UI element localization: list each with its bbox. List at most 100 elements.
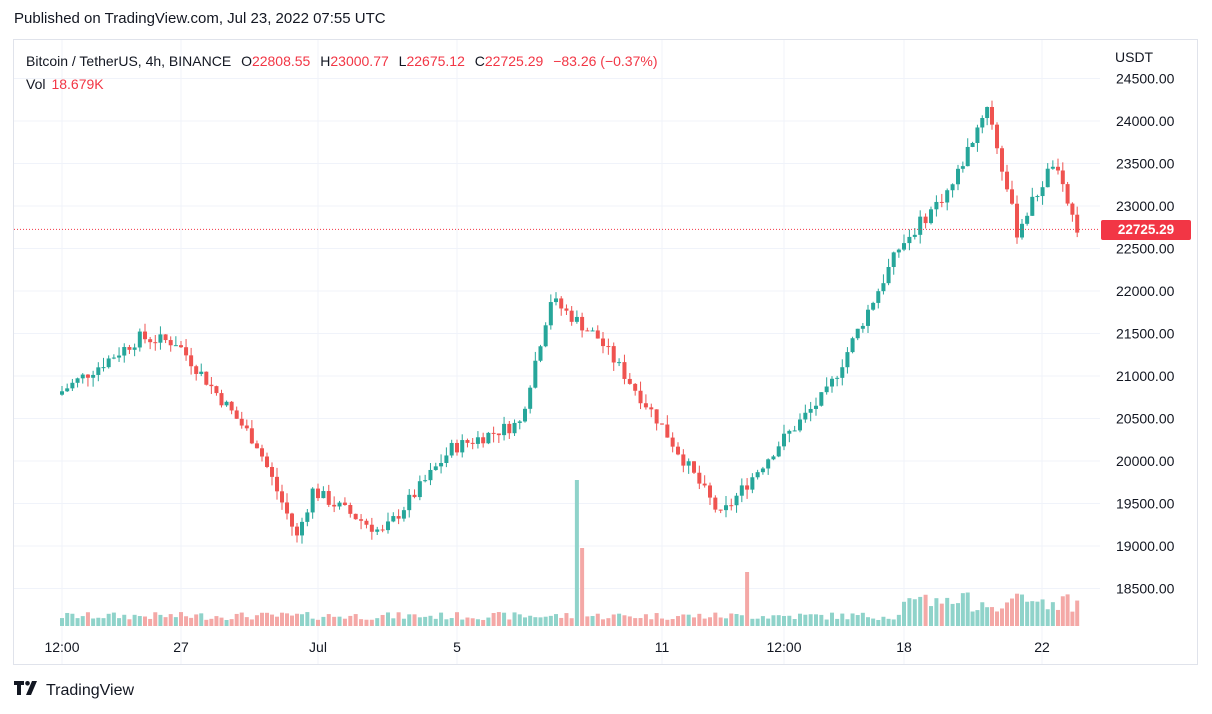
candle-body: [455, 442, 459, 453]
volume-bar: [643, 614, 648, 626]
volume-bar: [923, 594, 928, 626]
candle-body: [316, 488, 320, 499]
volume-bar: [369, 619, 374, 626]
candle-body: [1010, 189, 1014, 204]
candle-body: [896, 249, 901, 253]
candle-body: [881, 283, 886, 292]
volume-bar: [209, 618, 214, 626]
volume-bars: [60, 480, 1080, 626]
volume-bar: [734, 613, 739, 626]
candle-body: [855, 328, 860, 339]
volume-bar: [158, 614, 163, 626]
candle-body: [766, 459, 771, 469]
candle-body: [204, 371, 209, 385]
volume-bar: [199, 613, 204, 626]
volume-bar: [745, 572, 750, 626]
candle-body: [412, 494, 417, 498]
candle-body: [1045, 168, 1050, 188]
volume-bar: [554, 614, 558, 626]
candle-body: [407, 494, 412, 511]
volume-bar: [290, 615, 294, 626]
volume-bar: [1045, 609, 1050, 626]
volume-bar: [912, 599, 917, 626]
volume-bar: [798, 613, 802, 626]
candle-body: [449, 442, 454, 456]
volume-bar: [548, 615, 553, 626]
volume-bar: [1005, 602, 1009, 626]
volume-bar: [855, 615, 860, 626]
volume-bar: [871, 618, 876, 626]
symbol-title[interactable]: Bitcoin / TetherUS, 4h, BINANCE: [26, 53, 232, 69]
candle-body: [830, 378, 834, 387]
candle-body: [601, 338, 605, 347]
candle-body: [321, 491, 326, 499]
candle-body: [638, 390, 643, 404]
volume-bar: [782, 615, 786, 626]
candle-body: [70, 382, 75, 389]
candle-body: [960, 166, 965, 169]
volume-bar: [280, 612, 284, 626]
volume-bar: [956, 603, 960, 626]
volume-label[interactable]: Vol: [26, 76, 46, 92]
volume-bar: [569, 618, 574, 626]
volume-bar: [316, 619, 320, 626]
volume-bar: [423, 616, 428, 626]
candle-body: [985, 106, 990, 119]
price-tick-label: 23500.00: [1116, 156, 1175, 172]
volume-bar: [755, 618, 760, 626]
candle-body: [617, 362, 622, 364]
volume-bar: [713, 612, 718, 626]
volume-bar: [260, 612, 264, 626]
price-tick-label: 20000.00: [1116, 453, 1175, 469]
candle-body: [375, 529, 380, 532]
volume-bar: [876, 619, 881, 626]
volume-bar: [127, 619, 132, 626]
volume-bar: [590, 616, 595, 626]
volume-bar: [595, 613, 600, 626]
volume-bar: [348, 615, 353, 626]
candle-body: [670, 437, 675, 447]
candle-body: [260, 448, 264, 457]
candle-body: [209, 384, 214, 387]
volume-bar: [179, 612, 183, 626]
volume-bar: [649, 619, 654, 626]
candle-body: [502, 423, 507, 436]
candle-body: [417, 481, 422, 498]
candle-body: [824, 386, 829, 393]
candle-body: [158, 334, 163, 343]
candle-body: [814, 405, 818, 409]
candle-body: [275, 476, 279, 492]
volume-bar: [638, 618, 643, 626]
volume-bar: [101, 618, 106, 626]
candle-body: [939, 201, 944, 203]
price-tick-label: 19000.00: [1116, 538, 1175, 554]
currency-label[interactable]: USDT: [1115, 49, 1154, 65]
volume-bar: [787, 615, 792, 626]
volume-bar: [533, 617, 538, 626]
candle-body: [295, 526, 299, 536]
volume-bar: [654, 613, 659, 626]
candle-body: [353, 513, 358, 520]
tradingview-brand[interactable]: TradingView: [14, 681, 134, 700]
candle-body: [270, 466, 274, 477]
volume-bar: [835, 618, 840, 626]
volume-bar: [1000, 608, 1004, 626]
volume-bar: [724, 618, 728, 626]
volume-bar: [337, 616, 342, 626]
volume-bar: [122, 614, 127, 626]
volume-bar: [326, 614, 331, 626]
volume-bar: [1035, 601, 1040, 626]
volume-bar: [412, 614, 417, 626]
candle-body: [465, 440, 470, 443]
candle-body: [533, 360, 538, 388]
candle-body: [194, 366, 199, 374]
candle-body: [439, 462, 444, 467]
volume-bar: [580, 548, 585, 626]
volume-bar: [239, 612, 244, 626]
candle-body: [224, 401, 229, 406]
volume-bar: [1030, 601, 1035, 626]
candle-body: [980, 118, 985, 128]
candle-body: [559, 298, 564, 309]
candle-body: [739, 485, 744, 496]
